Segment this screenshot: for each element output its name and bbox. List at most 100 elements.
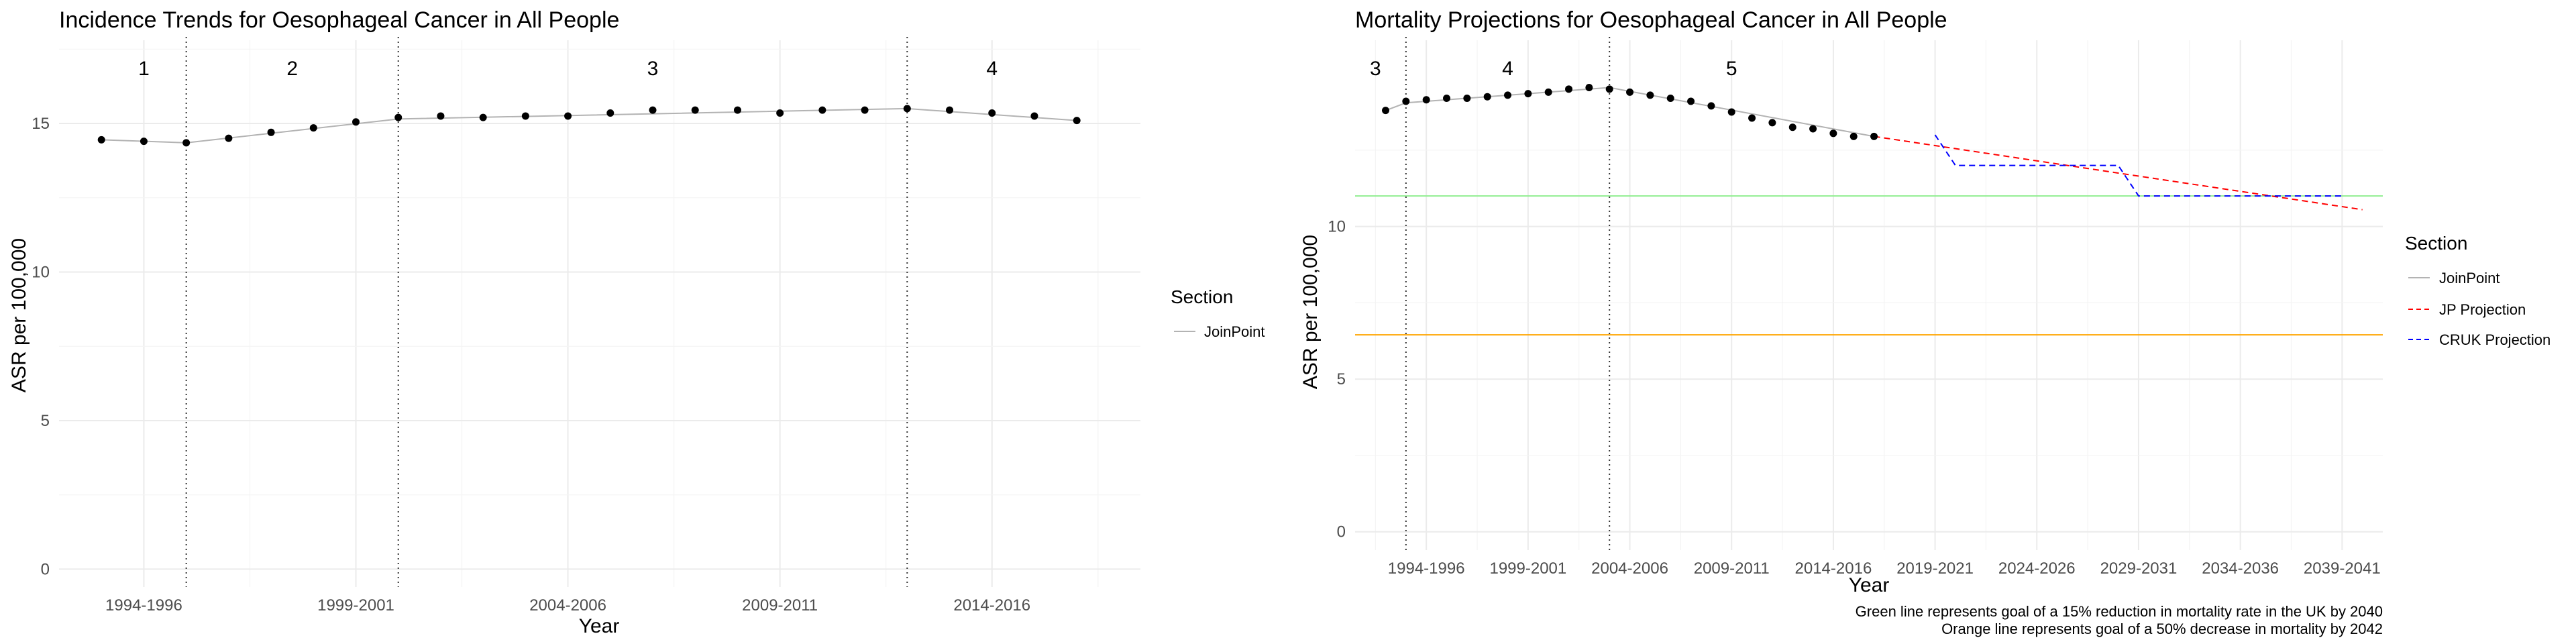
caption-orange-line: Orange line represents goal of a 50% dec… [1941, 621, 2383, 637]
x-axis-title: Year [1849, 574, 1890, 596]
caption-green-line: Green line represents goal of a 15% redu… [1856, 603, 2383, 620]
data-point [1849, 132, 1858, 140]
x-tick-label: 1999-2001 [1489, 559, 1566, 578]
legend-title: Section [2405, 233, 2467, 254]
x-tick-label: 2004-2006 [1591, 559, 1668, 578]
data-point [394, 113, 402, 121]
data-point [1727, 108, 1735, 116]
data-point [691, 106, 699, 114]
data-point [564, 112, 572, 120]
legend-label-joinpoint: JoinPoint [2439, 270, 2500, 286]
segment-label: 3 [647, 58, 659, 80]
legend-title: Section [1171, 286, 1233, 307]
data-points [1382, 84, 1878, 140]
data-point [437, 112, 445, 120]
data-point [946, 106, 954, 114]
data-point [1483, 93, 1491, 101]
segment-label: 5 [1726, 58, 1737, 80]
legend: Section JoinPoint JP Projection CRUK Pro… [2405, 233, 2551, 348]
data-point [818, 106, 826, 114]
data-point [1544, 88, 1552, 96]
breakpoint-lines [1405, 37, 1611, 550]
y-tick-label: 15 [32, 115, 50, 133]
data-point [988, 109, 996, 117]
data-point [1687, 97, 1695, 105]
data-point [1422, 96, 1430, 104]
y-axis-title: ASR per 100,000 [8, 238, 30, 392]
segment-labels: 1 2 3 4 [138, 58, 998, 80]
data-point [1870, 132, 1878, 140]
segment-labels: 3 4 5 [1370, 58, 1737, 80]
x-tick-labels: 1994-1996 1999-2001 2004-2006 2009-2011 2014… [1388, 559, 2381, 578]
chart-title: Mortality Projections for Oesophageal Ca… [1355, 7, 1947, 33]
x-tick-label: 2014-2016 [1795, 559, 1872, 578]
data-point [1402, 97, 1410, 105]
data-point [1626, 88, 1634, 96]
x-tick-label: 2029-2031 [2100, 559, 2178, 578]
data-point [267, 128, 275, 136]
gridlines [1355, 40, 2383, 550]
y-tick-labels: 0 5 10 [1328, 218, 1346, 541]
y-tick-label: 10 [32, 263, 50, 281]
chart-title: Incidence Trends for Oesophageal Cancer … [59, 7, 619, 33]
data-point [1666, 94, 1674, 102]
breakpoint-lines [185, 37, 908, 587]
x-axis-title: Year [579, 615, 620, 637]
x-tick-label: 1999-2001 [317, 596, 394, 614]
x-tick-label: 1994-1996 [105, 596, 182, 614]
legend: Section JoinPoint [1171, 286, 1265, 340]
series-lines [101, 107, 1077, 144]
y-tick-label: 0 [41, 560, 50, 578]
segment-label: 4 [1502, 58, 1513, 80]
data-point [1382, 107, 1390, 115]
legend-label-joinpoint: JoinPoint [1204, 323, 1265, 340]
y-tick-label: 0 [1337, 523, 1346, 541]
data-point [1829, 129, 1837, 138]
x-tick-label: 2009-2011 [1694, 559, 1770, 578]
y-axis-title: ASR per 100,000 [1299, 235, 1322, 389]
data-point [776, 109, 784, 117]
joinpoint-line [101, 107, 1077, 144]
segment-label: 4 [986, 58, 998, 80]
x-tick-label: 2024-2026 [1998, 559, 2076, 578]
data-point [733, 106, 741, 114]
x-tick-labels: 1994-1996 1999-2001 2004-2006 2009-2011 2014… [105, 596, 1030, 614]
data-point [861, 106, 869, 114]
x-tick-label: 2009-2011 [742, 596, 818, 614]
mortality-chart: Mortality Projections for Oesophageal Ca… [1299, 7, 2551, 637]
x-tick-label: 2004-2006 [529, 596, 606, 614]
data-point [225, 134, 233, 142]
data-point [309, 124, 317, 132]
data-point [903, 105, 911, 113]
data-point [1748, 114, 1756, 122]
y-tick-labels: 0 5 10 15 [32, 115, 50, 578]
data-point [352, 118, 360, 126]
x-tick-label: 2014-2016 [953, 596, 1030, 614]
y-tick-label: 5 [1337, 370, 1346, 388]
data-point [1463, 94, 1471, 102]
data-point [1504, 91, 1512, 99]
data-point [140, 138, 148, 146]
data-point [1443, 94, 1451, 102]
data-point [606, 109, 614, 117]
segment-label: 1 [138, 58, 150, 80]
cruk-projection-line [1934, 134, 2343, 197]
data-point [1585, 84, 1593, 92]
data-point [97, 136, 105, 144]
data-point [1565, 85, 1573, 93]
data-point [1524, 90, 1532, 98]
x-tick-label: 1994-1996 [1388, 559, 1465, 578]
segment-label: 3 [1370, 58, 1381, 80]
y-tick-label: 5 [41, 412, 50, 430]
jp-projection-line [1874, 136, 2363, 211]
data-point [1646, 91, 1654, 99]
legend-label-jp-projection: JP Projection [2439, 301, 2526, 318]
incidence-chart: Incidence Trends for Oesophageal Cancer … [8, 7, 1265, 637]
goal-lines [1355, 195, 2383, 336]
data-point [1809, 125, 1817, 133]
data-point [1788, 123, 1796, 131]
data-point [479, 113, 487, 121]
segment-label: 2 [286, 58, 298, 80]
data-point [521, 112, 529, 120]
